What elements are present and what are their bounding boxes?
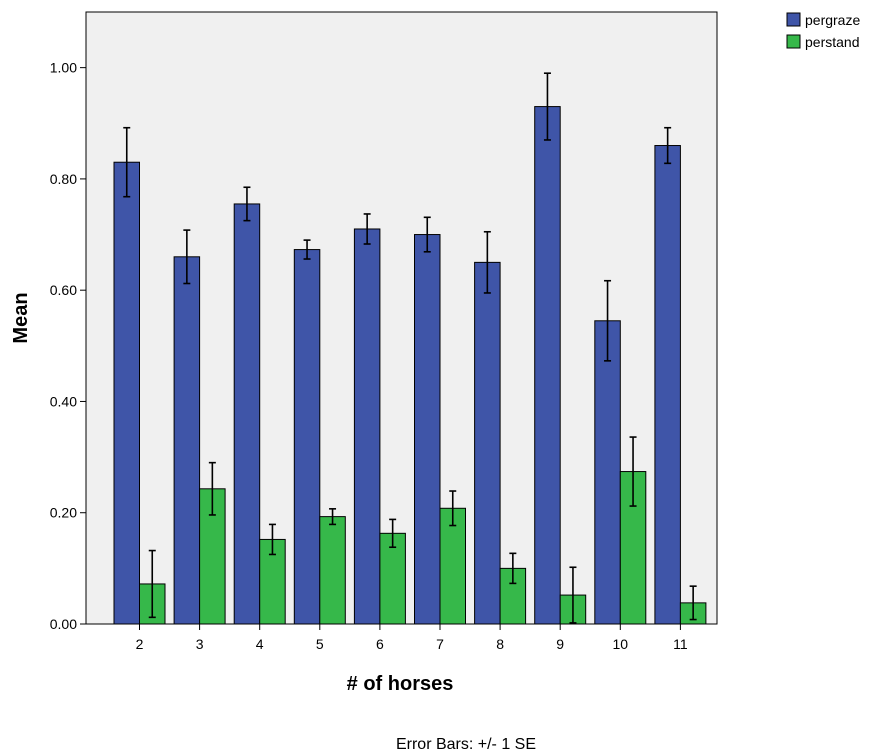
- y-tick-label: 0.20: [50, 505, 77, 521]
- x-axis: 2 3 4 5 6 7 8 9 10 11: [136, 624, 688, 652]
- bar-pergraze-10: [594, 320, 621, 625]
- x-tick-label: 11: [673, 636, 688, 652]
- bar-pergraze-4: [233, 203, 261, 625]
- y-axis: 0.00 0.20 0.40 0.60 0.80 1.00: [50, 60, 86, 632]
- legend-label-perstand: perstand: [805, 34, 859, 50]
- bar-perstand-5: [319, 516, 346, 625]
- y-tick-label: 0.80: [50, 171, 77, 187]
- y-axis-title: Mean: [10, 292, 32, 343]
- bar-pergraze-6: [353, 228, 381, 625]
- bar-pergraze-5: [293, 249, 321, 625]
- bar-pergraze-3: [173, 256, 201, 625]
- x-tick-label: 3: [196, 636, 204, 652]
- x-tick-label: 8: [496, 636, 504, 652]
- x-tick-label: 5: [316, 636, 324, 652]
- x-tick-label: 6: [376, 636, 384, 652]
- bar-pergraze-2: [113, 161, 140, 625]
- y-tick-label: 0.00: [50, 616, 77, 632]
- x-tick-label: 2: [136, 636, 144, 652]
- y-tick-label: 0.60: [50, 282, 77, 298]
- legend: pergraze perstand: [786, 12, 860, 50]
- y-tick-label: 0.40: [50, 393, 77, 409]
- x-tick-label: 9: [556, 636, 564, 652]
- bar-pergraze-8: [474, 261, 501, 625]
- x-axis-title: # of horses: [347, 673, 454, 695]
- bar-pergraze-7: [414, 234, 441, 625]
- legend-swatch-pergraze: [786, 12, 801, 27]
- bar-pergraze-11: [654, 145, 681, 625]
- bar-group: [113, 72, 707, 625]
- bar-pergraze-9: [534, 106, 561, 625]
- x-tick-label: 10: [613, 636, 629, 652]
- bar-perstand-6: [379, 532, 406, 625]
- x-tick-label: 4: [256, 636, 264, 652]
- legend-swatch-perstand: [786, 34, 801, 49]
- y-tick-label: 1.00: [50, 60, 77, 76]
- legend-label-pergraze: pergraze: [805, 12, 860, 28]
- x-tick-label: 7: [436, 636, 444, 652]
- error-bars-footnote: Error Bars: +/- 1 SE: [396, 736, 536, 753]
